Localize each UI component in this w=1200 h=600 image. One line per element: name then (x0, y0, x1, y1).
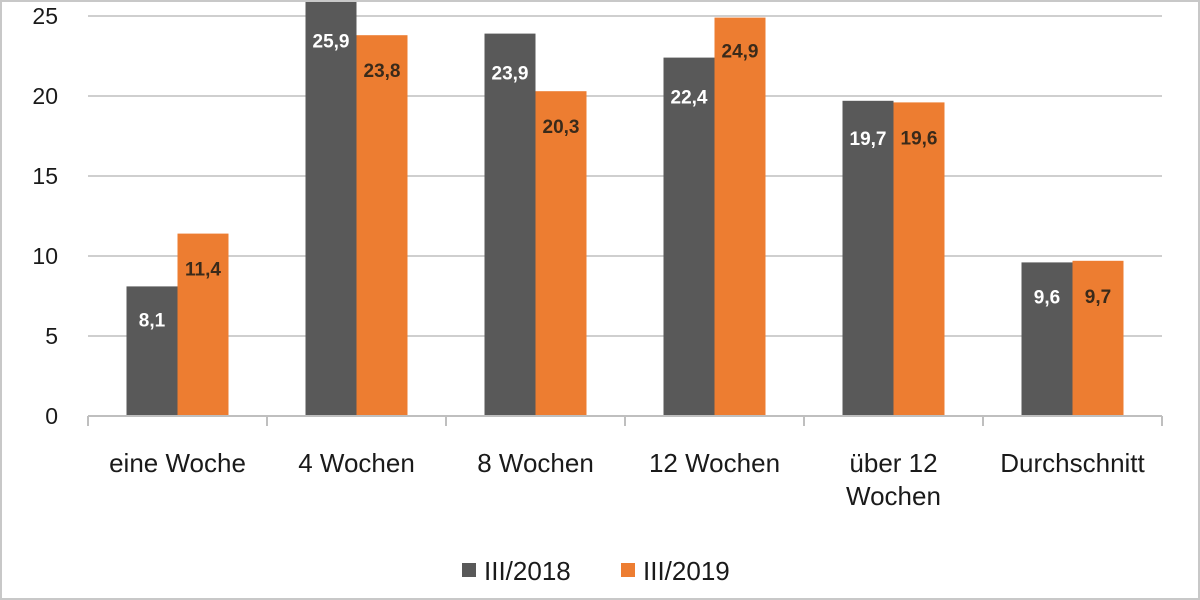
bar-iii-2018 (663, 57, 715, 416)
data-label: 25,9 (313, 32, 350, 53)
x-axis: eine Woche 4 Wochen 8 Wochen 12 Wochen über … (87, 415, 1163, 511)
data-label: 24,9 (722, 42, 759, 63)
legend-label: III/2018 (484, 556, 571, 586)
data-label: 23,8 (364, 61, 401, 82)
data-label: 19,6 (901, 128, 938, 149)
category-label: 12 Wochen (649, 448, 780, 478)
y-tick-label: 10 (32, 243, 58, 269)
y-tick-label: 25 (32, 3, 58, 29)
bar-iii-2018 (126, 286, 178, 416)
y-tick-label: 5 (45, 323, 58, 349)
bar-iii-2018 (484, 33, 536, 416)
category-label: 8 Wochen (477, 448, 594, 478)
category-label: 4 Wochen (298, 448, 415, 478)
y-tick-label: 15 (32, 163, 58, 189)
bar-iii-2018 (1021, 262, 1073, 416)
category-label: über 12 (849, 448, 937, 478)
legend: III/2018 III/2019 (462, 556, 730, 586)
gridlines (88, 15, 1162, 337)
data-label: 23,9 (492, 64, 529, 85)
bar-iii-2018 (842, 100, 894, 417)
data-label: 20,3 (543, 117, 580, 138)
category-label: Durchschnitt (1000, 448, 1145, 478)
y-tick-label: 20 (32, 83, 58, 109)
legend-swatch (621, 563, 635, 577)
data-labels: 8,1 11,4 25,9 23,8 23,9 20,3 22,4 24,9 19,7 19,6 9… (139, 32, 1111, 332)
bar-iii-2019 (177, 233, 229, 416)
data-label: 22,4 (671, 88, 708, 109)
data-label: 19,7 (850, 129, 887, 150)
legend-swatch (462, 563, 476, 577)
y-axis-ticks: 0 5 10 15 20 25 (32, 3, 58, 429)
bar-iii-2018 (305, 2, 357, 416)
y-tick-label: 0 (45, 403, 58, 429)
bar-iii-2019 (714, 17, 766, 416)
legend-label: III/2019 (643, 556, 730, 586)
data-label: 9,7 (1085, 287, 1111, 308)
data-label: 11,4 (185, 260, 221, 281)
bar-iii-2019 (1072, 260, 1124, 416)
bar-iii-2019 (535, 91, 587, 416)
category-label: Wochen (846, 481, 941, 511)
data-label: 8,1 (139, 310, 166, 331)
data-label: 9,6 (1034, 287, 1060, 308)
category-label: eine Woche (109, 448, 246, 478)
bar-iii-2019 (893, 102, 945, 417)
bars (126, 2, 1124, 417)
bar-iii-2019 (356, 35, 408, 416)
